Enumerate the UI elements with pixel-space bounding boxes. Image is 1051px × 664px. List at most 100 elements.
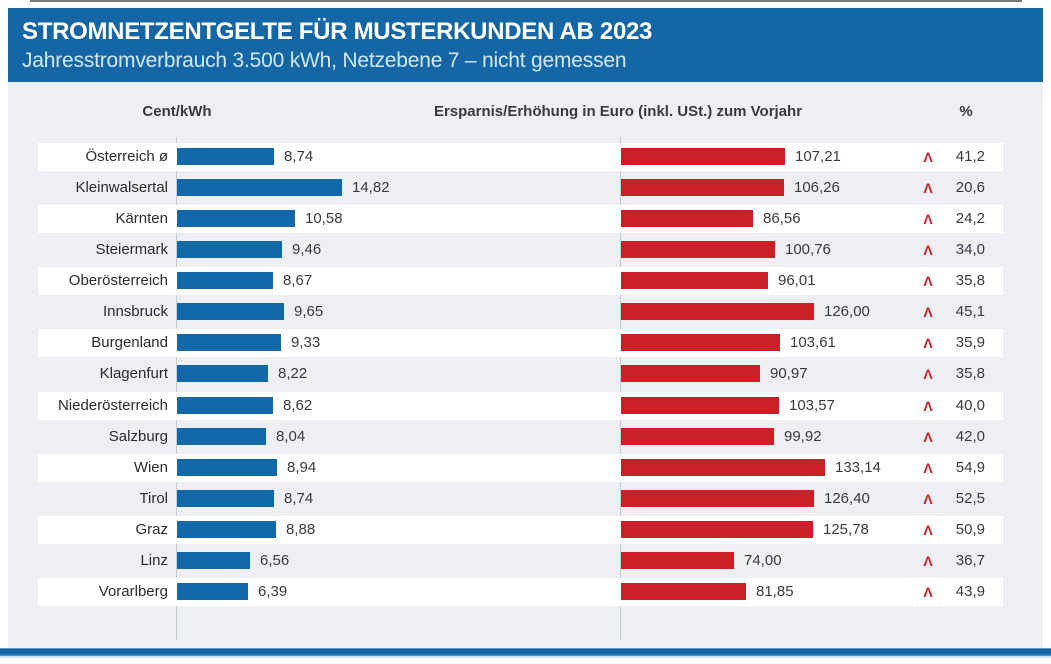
euro-change-value: 106,26	[794, 179, 840, 196]
column-header-euro-savings: Ersparnis/Erhöhung in Euro (inkl. USt.) …	[433, 103, 803, 120]
cent-kwh-bar	[177, 583, 248, 600]
increase-arrow-icon: Λ	[923, 273, 933, 289]
row-label: Steiermark	[95, 241, 168, 258]
cent-kwh-bar	[177, 179, 342, 196]
euro-change-bar	[621, 179, 784, 196]
percent-change-value: 35,8	[955, 365, 985, 382]
row-label: Vorarlberg	[98, 583, 168, 600]
percent-change-value: 54,9	[955, 459, 985, 476]
row-label: Kleinwalsertal	[75, 179, 168, 196]
increase-arrow-icon: Λ	[923, 242, 933, 258]
chart-header: STROMNETZENTGELTE FÜR MUSTERKUNDEN AB 20…	[8, 8, 1043, 82]
euro-change-value: 133,14	[835, 459, 881, 476]
table-row: Vorarlberg 6,39 81,85 Λ 43,9	[8, 578, 1043, 606]
table-row: Niederösterreich 8,62 103,57 Λ 40,0	[8, 392, 1043, 420]
cent-kwh-bar	[177, 490, 274, 507]
euro-change-value: 81,85	[756, 583, 794, 600]
row-label: Burgenland	[91, 334, 168, 351]
cent-kwh-value: 6,39	[258, 583, 288, 600]
table-row: Innsbruck 9,65 126,00 Λ 45,1	[8, 298, 1043, 326]
increase-arrow-icon: Λ	[923, 366, 933, 382]
column-header-percent: %	[959, 103, 973, 120]
cent-kwh-value: 14,82	[352, 179, 390, 196]
cent-kwh-bar	[177, 428, 266, 445]
euro-change-value: 74,00	[744, 552, 782, 569]
table-row: Oberösterreich 8,67 96,01 Λ 35,8	[8, 267, 1043, 295]
percent-change-value: 40,0	[955, 397, 985, 414]
euro-change-bar	[621, 397, 779, 414]
cent-kwh-bar	[177, 365, 268, 382]
percent-change-value: 45,1	[955, 303, 985, 320]
chart-area: Cent/kWh Ersparnis/Erhöhung in Euro (ink…	[8, 82, 1043, 648]
row-label: Klagenfurt	[99, 365, 168, 382]
cent-kwh-bar	[177, 334, 281, 351]
euro-change-value: 103,57	[789, 397, 835, 414]
increase-arrow-icon: Λ	[923, 304, 933, 320]
cent-kwh-bar	[177, 210, 295, 227]
euro-change-bar	[621, 272, 768, 289]
euro-change-value: 103,61	[790, 334, 836, 351]
percent-change-value: 41,2	[955, 148, 985, 165]
cent-kwh-bar	[177, 521, 276, 538]
percent-change-value: 35,8	[955, 272, 985, 289]
cent-kwh-value: 8,74	[284, 148, 314, 165]
cent-kwh-bar	[177, 303, 284, 320]
euro-change-bar	[621, 552, 734, 569]
percent-change-value: 35,9	[955, 334, 985, 351]
row-label: Niederösterreich	[57, 397, 168, 414]
euro-change-value: 90,97	[770, 365, 808, 382]
row-label: Wien	[133, 459, 168, 476]
cent-kwh-value: 8,67	[283, 272, 313, 289]
percent-change-value: 20,6	[955, 179, 985, 196]
cent-kwh-value: 9,33	[291, 334, 321, 351]
cent-kwh-value: 6,56	[260, 552, 290, 569]
cent-kwh-value: 9,65	[294, 303, 324, 320]
row-label: Innsbruck	[102, 303, 168, 320]
column-header-cent-kwh: Cent/kWh	[142, 103, 212, 120]
cent-kwh-bar	[177, 459, 277, 476]
cent-kwh-value: 10,58	[305, 210, 343, 227]
row-label: Graz	[135, 521, 168, 538]
euro-change-bar	[621, 241, 775, 258]
row-label: Linz	[140, 552, 168, 569]
percent-change-value: 42,0	[955, 428, 985, 445]
page-subtitle: Jahresstromverbrauch 3.500 kWh, Netzeben…	[22, 49, 627, 72]
increase-arrow-icon: Λ	[923, 335, 933, 351]
cent-kwh-bar	[177, 148, 274, 165]
euro-change-bar	[621, 459, 825, 476]
euro-change-bar	[621, 334, 780, 351]
cent-kwh-value: 8,74	[284, 490, 314, 507]
euro-change-value: 96,01	[778, 272, 816, 289]
euro-change-value: 99,92	[784, 428, 822, 445]
right-axis-line	[620, 137, 621, 640]
euro-change-bar	[621, 490, 814, 507]
table-row: Kleinwalsertal 14,82 106,26 Λ 20,6	[8, 174, 1043, 202]
cent-kwh-value: 8,62	[283, 397, 313, 414]
cent-kwh-value: 8,88	[286, 521, 316, 538]
cent-kwh-value: 8,22	[278, 365, 308, 382]
percent-change-value: 24,2	[955, 210, 985, 227]
increase-arrow-icon: Λ	[923, 180, 933, 196]
euro-change-bar	[621, 148, 785, 165]
table-row: Kärnten 10,58 86,56 Λ 24,2	[8, 205, 1043, 233]
euro-change-value: 125,78	[823, 521, 869, 538]
increase-arrow-icon: Λ	[923, 522, 933, 538]
row-label: Österreich ø	[85, 148, 168, 165]
increase-arrow-icon: Λ	[923, 211, 933, 227]
euro-change-bar	[621, 210, 753, 227]
table-row: Salzburg 8,04 99,92 Λ 42,0	[8, 423, 1043, 451]
row-label: Salzburg	[108, 428, 168, 445]
cent-kwh-bar	[177, 241, 282, 258]
table-row: Klagenfurt 8,22 90,97 Λ 35,8	[8, 360, 1043, 388]
euro-change-bar	[621, 303, 814, 320]
percent-change-value: 34,0	[955, 241, 985, 258]
euro-change-bar	[621, 583, 746, 600]
table-row: Österreich ø 8,74 107,21 Λ 41,2	[8, 143, 1043, 171]
increase-arrow-icon: Λ	[923, 491, 933, 507]
cent-kwh-bar	[177, 397, 273, 414]
table-row: Linz 6,56 74,00 Λ 36,7	[8, 547, 1043, 575]
bottom-accent-bar	[0, 648, 1051, 658]
euro-change-value: 126,00	[824, 303, 870, 320]
euro-change-value: 100,76	[785, 241, 831, 258]
